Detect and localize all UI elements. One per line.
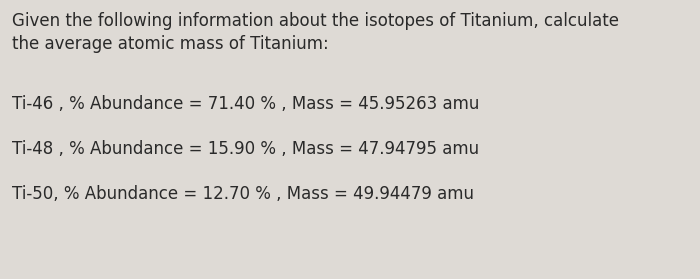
Text: the average atomic mass of Titanium:: the average atomic mass of Titanium: xyxy=(12,35,329,53)
Text: Ti-48 , % Abundance = 15.90 % , Mass = 47.94795 amu: Ti-48 , % Abundance = 15.90 % , Mass = 4… xyxy=(12,140,479,158)
Text: Given the following information about the isotopes of Titanium, calculate: Given the following information about th… xyxy=(12,12,619,30)
Text: Ti-46 , % Abundance = 71.40 % , Mass = 45.95263 amu: Ti-46 , % Abundance = 71.40 % , Mass = 4… xyxy=(12,95,480,113)
Text: Ti-50, % Abundance = 12.70 % , Mass = 49.94479 amu: Ti-50, % Abundance = 12.70 % , Mass = 49… xyxy=(12,185,474,203)
